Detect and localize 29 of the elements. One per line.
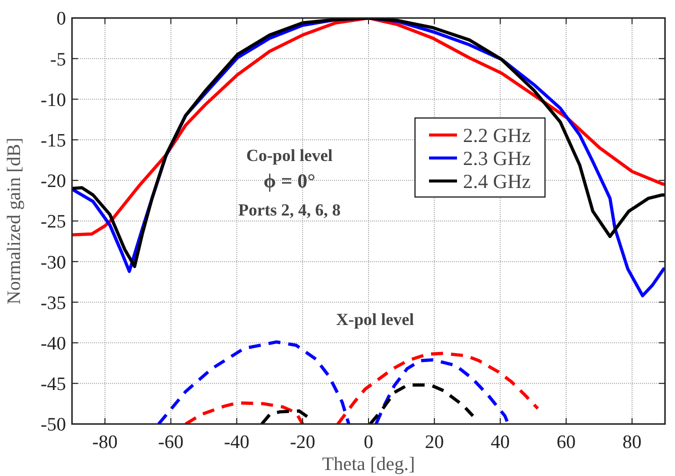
y-tick-label: 0 — [56, 8, 66, 30]
legend-label: 2.3 GHz — [463, 148, 531, 170]
x-tick-label: 40 — [490, 432, 510, 453]
annotation: X-pol level — [336, 310, 414, 329]
x-tick-label: -20 — [290, 432, 316, 453]
annotation: Co-pol level — [246, 146, 333, 165]
annotation: Ports 2, 4, 6, 8 — [238, 200, 341, 220]
y-tick-label: -45 — [40, 374, 66, 396]
y-tick-label: -10 — [40, 90, 66, 111]
y-tick-label: -5 — [50, 49, 66, 70]
x-tick-label: 0 — [364, 432, 374, 453]
legend-label: 2.2 GHz — [463, 125, 531, 147]
y-tick-label: -15 — [40, 130, 66, 152]
x-tick-label: 60 — [556, 432, 576, 453]
y-tick-label: -35 — [40, 292, 66, 314]
y-tick-label: -50 — [40, 414, 66, 436]
x-tick-label: 80 — [622, 432, 642, 453]
y-tick-label: -40 — [40, 333, 66, 354]
y-tick-label: -25 — [40, 212, 66, 233]
x-tick-label: -80 — [92, 432, 118, 453]
x-tick-label: 20 — [424, 432, 444, 453]
y-tick-label: -20 — [40, 171, 66, 192]
y-tick-label: -30 — [40, 252, 66, 274]
x-tick-label: -40 — [224, 432, 250, 453]
x-tick-label: -60 — [158, 432, 184, 453]
x-axis-title: Theta [deg.] — [322, 454, 415, 475]
legend-label: 2.4 GHz — [463, 171, 531, 193]
y-axis-title: Normalized gain [dB] — [4, 138, 25, 304]
annotation: ϕ = 0° — [263, 170, 316, 193]
